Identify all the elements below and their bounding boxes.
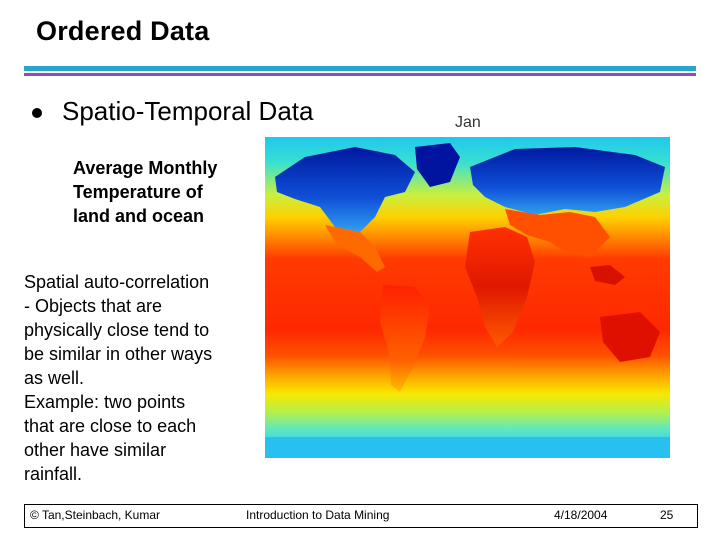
body-line: physically close tend to: [24, 320, 210, 340]
body-line: Spatial auto-correlation: [24, 272, 210, 292]
caption-line: Temperature of: [73, 182, 203, 202]
body-line: be similar in other ways: [24, 344, 213, 364]
bullet-row: Spatio-Temporal Data: [32, 96, 313, 127]
body-line: rainfall.: [24, 464, 83, 484]
title-rule-top: [24, 66, 696, 71]
temperature-map: [265, 137, 670, 458]
body-line: - Objects that are: [24, 296, 163, 316]
body-line: that are close to each: [24, 416, 197, 436]
map-caption: Average Monthly Temperature of land and …: [73, 156, 253, 228]
footer-authors: © Tan,Steinbach, Kumar: [30, 508, 161, 522]
map-label: Jan: [455, 114, 481, 131]
footer-page-number: 25: [660, 508, 674, 522]
title-rule-bottom: [24, 73, 696, 76]
caption-line: land and ocean: [73, 206, 205, 226]
body-line: as well.: [24, 368, 85, 388]
bullet-dot-icon: [32, 107, 42, 118]
body-line: Example: two points: [24, 392, 186, 412]
footer-date: 4/18/2004: [554, 508, 608, 522]
caption-line: Average Monthly: [73, 158, 218, 178]
body-line: other have similar: [24, 440, 167, 460]
body-paragraph: Spatial auto-correlation - Objects that …: [24, 270, 249, 486]
bullet-text: Spatio-Temporal Data: [62, 96, 314, 126]
slide-title: Ordered Data: [36, 16, 210, 46]
footer-course: Introduction to Data Mining: [246, 508, 390, 522]
footer-bar: [24, 504, 698, 528]
